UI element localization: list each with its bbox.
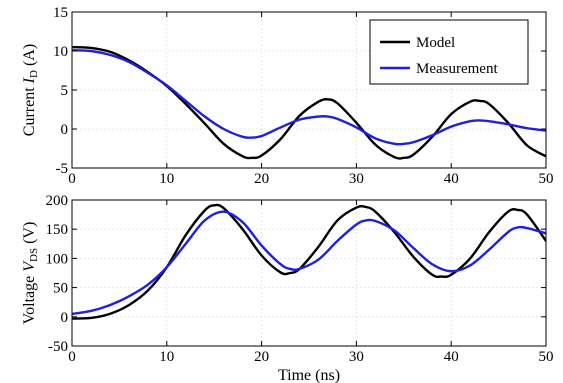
y-tick-label: 0 bbox=[61, 122, 69, 138]
x-tick-label: 20 bbox=[254, 171, 269, 187]
legend-label-model: Model bbox=[416, 35, 455, 51]
x-axis-label: Time (ns) bbox=[278, 367, 340, 383]
y-axis-label: Current ID (A) bbox=[21, 44, 40, 136]
x-tick-label: 40 bbox=[444, 171, 459, 187]
x-tick-label: 30 bbox=[349, 171, 364, 187]
y-tick-label: 15 bbox=[53, 5, 68, 21]
y-tick-label: -5 bbox=[56, 161, 69, 177]
y-axis-label: Voltage VDS (V) bbox=[21, 222, 40, 325]
y-tick-label: 0 bbox=[61, 310, 69, 326]
y-tick-label: 5 bbox=[61, 83, 69, 99]
y-tick-label: -50 bbox=[48, 339, 68, 355]
series-line-measurement bbox=[72, 49, 546, 146]
y-tick-label: 100 bbox=[46, 251, 69, 267]
series-group bbox=[72, 45, 546, 160]
y-tick-label: 200 bbox=[46, 193, 69, 209]
plot-frame bbox=[71, 199, 547, 347]
legend-label-measurement: Measurement bbox=[416, 61, 498, 77]
x-tick-label: 40 bbox=[444, 349, 459, 365]
y-tick-label: 150 bbox=[46, 222, 69, 238]
x-tick-label: 0 bbox=[68, 349, 76, 365]
y-tick-label: 50 bbox=[53, 281, 68, 297]
series-line-measurement bbox=[72, 210, 546, 316]
legend: Model Measurement bbox=[369, 19, 529, 85]
x-tick-label: 50 bbox=[539, 349, 554, 365]
x-tick-label: 30 bbox=[349, 349, 364, 365]
legend-box bbox=[369, 19, 529, 85]
x-tick-label: 50 bbox=[539, 171, 554, 187]
series-group bbox=[72, 203, 546, 320]
x-tick-label: 10 bbox=[159, 349, 174, 365]
x-tick-label: 20 bbox=[254, 349, 269, 365]
x-tick-label: 10 bbox=[159, 171, 174, 187]
y-tick-label: 10 bbox=[53, 44, 68, 60]
x-tick-label: 0 bbox=[68, 171, 76, 187]
